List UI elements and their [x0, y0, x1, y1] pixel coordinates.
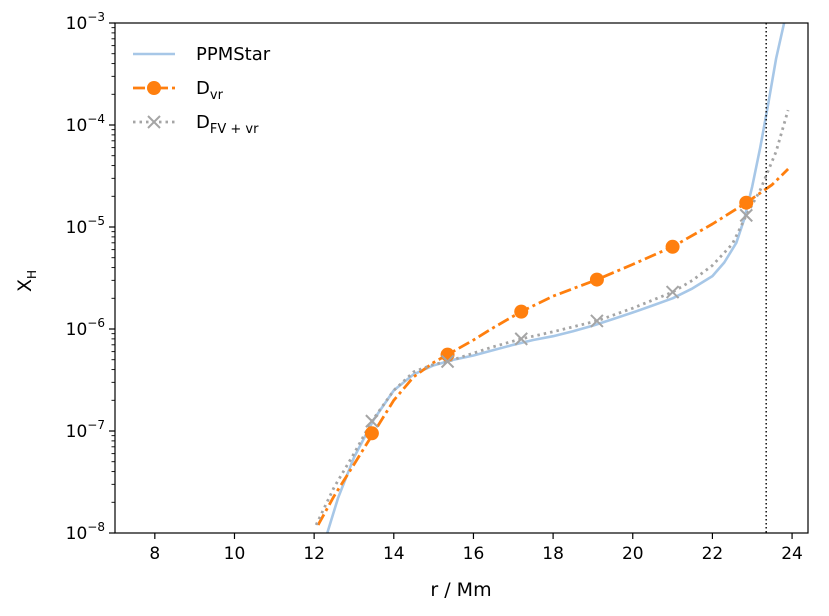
- legend-label: Dvr: [196, 78, 224, 103]
- legend-label: DFV + vr: [196, 112, 259, 137]
- y-tick-label: 10−7: [66, 418, 105, 442]
- legend-item-dfv-vr: DFV + vr: [133, 112, 259, 137]
- legend-item-ppmstar: PPMStar: [133, 44, 271, 65]
- x-tick-label: 16: [463, 544, 485, 564]
- plot-markers: [364, 195, 754, 441]
- x-axis-ticks: 8 10 12 14 16 18 20 22 24: [149, 533, 803, 564]
- x-tick-label: 20: [622, 544, 644, 564]
- marker-dvr-0: [364, 426, 379, 441]
- x-tick-label: 10: [224, 544, 246, 564]
- plot-lines: [314, 23, 790, 533]
- axes-frame: [114, 22, 809, 534]
- marker-dfv-vr-0: [365, 414, 379, 428]
- marker-dfv-vr-2: [514, 332, 528, 346]
- series-line-dfv-vr: [314, 109, 790, 526]
- x-tick-label: 12: [303, 544, 325, 564]
- x-tick-label: 22: [702, 544, 724, 564]
- marker-dfv-vr-5: [739, 208, 753, 223]
- y-axis-label-main: X: [14, 279, 36, 292]
- x-tick-label: 14: [383, 544, 405, 564]
- axes-border: [114, 22, 809, 534]
- marker-dvr-1: [440, 347, 455, 362]
- legend: PPMStar Dvr DFV + vr: [133, 44, 271, 137]
- x-tick-label: 8: [149, 544, 160, 564]
- marker-dvr-4: [665, 239, 680, 254]
- y-tick-label: 10−4: [66, 112, 105, 136]
- x-tick-label: 24: [781, 544, 803, 564]
- marker-dfv-vr-4: [665, 285, 680, 299]
- marker-dvr-3: [589, 272, 604, 287]
- marker-dfv-vr-1: [440, 354, 455, 369]
- legend-marker: [147, 115, 161, 129]
- legend-item-dvr: Dvr: [133, 78, 224, 103]
- marker-dvr-5: [739, 195, 754, 210]
- y-axis-ticks: 10−8 10−7 10−6 10−5 10−4 10−3: [66, 10, 115, 544]
- marker-dvr-2: [514, 304, 529, 319]
- marker-dfv-vr-3: [590, 314, 604, 328]
- y-axis-label: XH: [14, 270, 39, 292]
- y-tick-label: 10−8: [66, 520, 105, 544]
- y-axis-label-sub: H: [25, 270, 39, 279]
- series-line-dvr: [316, 168, 790, 526]
- y-tick-label: 10−5: [66, 214, 105, 238]
- legend-label: PPMStar: [196, 44, 271, 65]
- x-tick-label: 18: [542, 544, 564, 564]
- series-line-ppmstar: [326, 23, 786, 533]
- y-tick-label: 10−3: [66, 10, 105, 34]
- legend-marker: [147, 81, 161, 95]
- x-axis-label: r / Mm: [430, 579, 491, 601]
- y-tick-label: 10−6: [66, 316, 105, 340]
